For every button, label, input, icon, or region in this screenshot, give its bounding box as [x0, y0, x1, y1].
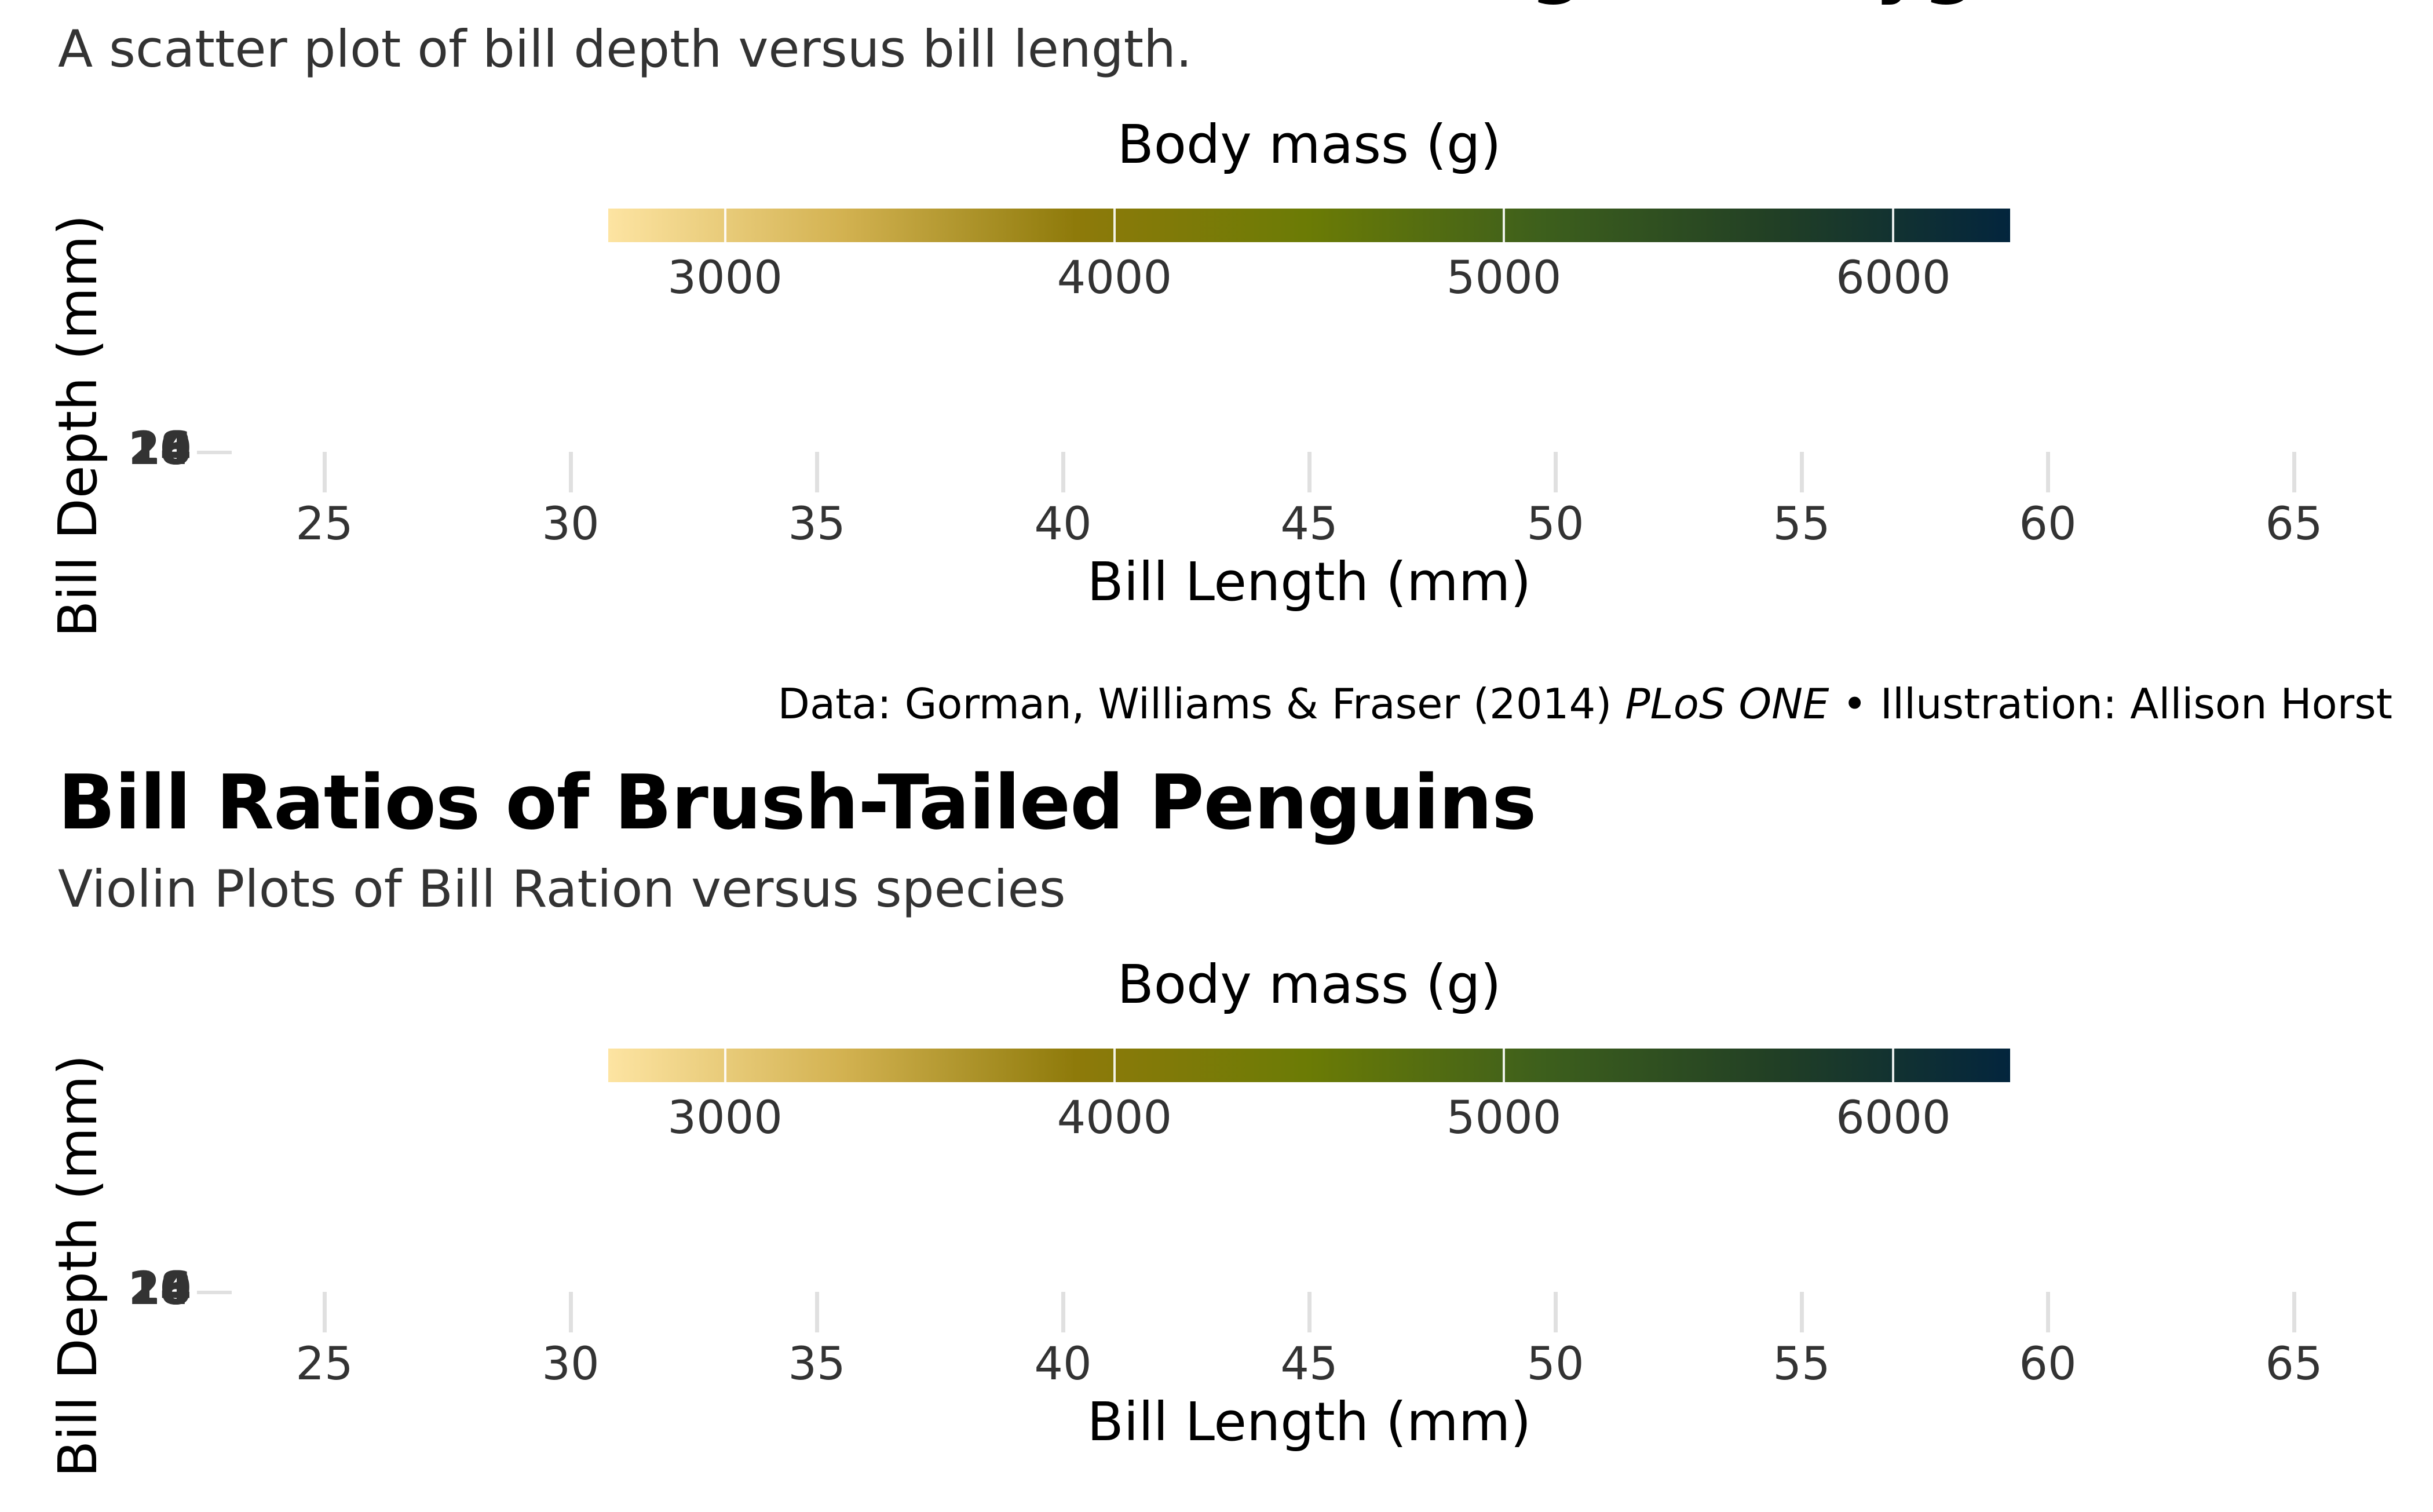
x-tick-mark: [2292, 452, 2296, 492]
chart-caption: Data: Gorman, Williams & Fraser (2014) P…: [778, 678, 2392, 730]
color-scale-label: 5000: [1446, 1092, 1562, 1144]
color-scale-label: 3000: [667, 252, 783, 304]
y-axis-label: Bill Depth (mm): [47, 1054, 109, 1477]
x-tick-mark: [1800, 1292, 1804, 1332]
y-tick-label: 20: [129, 423, 192, 475]
x-tick-label: 40: [1034, 498, 1092, 550]
x-tick-mark: [815, 1292, 819, 1332]
caption-source: Data: Gorman, Williams & Fraser (2014): [777, 680, 1625, 728]
chart-subtitle: A scatter plot of bill depth versus bill…: [58, 19, 1192, 79]
x-tick-label: 25: [295, 498, 353, 550]
color-scale-label: 3000: [667, 1092, 783, 1144]
x-tick-mark: [323, 1292, 327, 1332]
x-tick-label: 55: [1773, 1338, 1831, 1390]
y-tick-label: 14: [129, 423, 192, 475]
x-tick-mark: [569, 1292, 573, 1332]
color-scale-tick: [1892, 1049, 1895, 1082]
x-tick-label: 45: [1280, 498, 1338, 550]
x-tick-mark: [569, 452, 573, 492]
x-tick-label: 50: [1526, 498, 1584, 550]
x-tick-mark: [2046, 1292, 2050, 1332]
color-scale-bar: [608, 209, 2010, 242]
x-tick-label: 40: [1034, 1338, 1092, 1390]
caption-journal: PLoS ONE: [1625, 680, 1829, 728]
x-tick-mark: [1800, 452, 1804, 492]
x-tick-mark: [323, 452, 327, 492]
color-scale-tick: [1503, 209, 1506, 242]
y-tick-mark: [197, 1291, 232, 1294]
color-scale-label: 4000: [1057, 1092, 1172, 1144]
color-scale-tick: [1503, 1049, 1506, 1082]
color-scale-label: 6000: [1836, 252, 1951, 304]
x-tick-label: 30: [542, 498, 600, 550]
caption-illustration: • Illustration: Allison Horst: [1829, 680, 2392, 728]
x-tick-mark: [1554, 1292, 1558, 1332]
color-scale-tick: [1113, 1049, 1116, 1082]
chart-title: Bill Dimensions of Brush-Tailed Penguins…: [58, 0, 2295, 6]
x-tick-label: 65: [2265, 498, 2323, 550]
x-tick-mark: [1554, 452, 1558, 492]
chart-panel-bill-ratios: Bill Ratios of Brush-Tailed Penguins Vio…: [0, 759, 2433, 1512]
x-tick-mark: [1307, 452, 1312, 492]
x-tick-label: 35: [788, 498, 846, 550]
y-tick-label: 20: [129, 1263, 192, 1315]
color-scale-label: 6000: [1836, 1092, 1951, 1144]
x-tick-label: 60: [2019, 498, 2077, 550]
x-tick-label: 55: [1773, 498, 1831, 550]
y-axis-label: Bill Depth (mm): [47, 214, 109, 637]
x-tick-label: 35: [788, 1338, 846, 1390]
x-tick-mark: [1307, 1292, 1312, 1332]
x-tick-mark: [1061, 452, 1065, 492]
color-scale-tick: [724, 1049, 726, 1082]
x-tick-label: 50: [1526, 1338, 1584, 1390]
y-tick-label: 16: [129, 1263, 192, 1315]
color-scale-tick: [1113, 209, 1116, 242]
x-tick-label: 65: [2265, 1338, 2323, 1390]
x-tick-mark: [1061, 1292, 1065, 1332]
y-tick-label: 16: [129, 423, 192, 475]
x-tick-label: 60: [2019, 1338, 2077, 1390]
color-scale-tick: [724, 209, 726, 242]
color-scale-tick: [1892, 209, 1895, 242]
x-axis-label: Bill Length (mm): [1087, 1391, 1532, 1453]
y-tick-mark: [197, 451, 232, 454]
legend-title: Body mass (g): [1117, 114, 1502, 176]
x-tick-label: 45: [1280, 1338, 1338, 1390]
y-tick-label: 14: [129, 1263, 192, 1315]
x-tick-mark: [815, 452, 819, 492]
x-tick-mark: [2292, 1292, 2296, 1332]
chart-title: Bill Ratios of Brush-Tailed Penguins: [58, 758, 1536, 846]
legend-title: Body mass (g): [1117, 954, 1502, 1016]
color-scale-label: 5000: [1446, 252, 1562, 304]
color-scale-bar: [608, 1049, 2010, 1082]
x-tick-mark: [2046, 452, 2050, 492]
x-tick-label: 30: [542, 1338, 600, 1390]
chart-subtitle: Violin Plots of Bill Ration versus speci…: [58, 859, 1066, 919]
y-tick-label: 18: [129, 423, 192, 475]
color-scale-label: 4000: [1057, 252, 1172, 304]
y-tick-label: 18: [129, 1263, 192, 1315]
x-axis-label: Bill Length (mm): [1087, 551, 1532, 613]
chart-panel-bill-dimensions: Bill Dimensions of Brush-Tailed Penguins…: [0, 0, 2433, 736]
x-tick-label: 25: [295, 1338, 353, 1390]
